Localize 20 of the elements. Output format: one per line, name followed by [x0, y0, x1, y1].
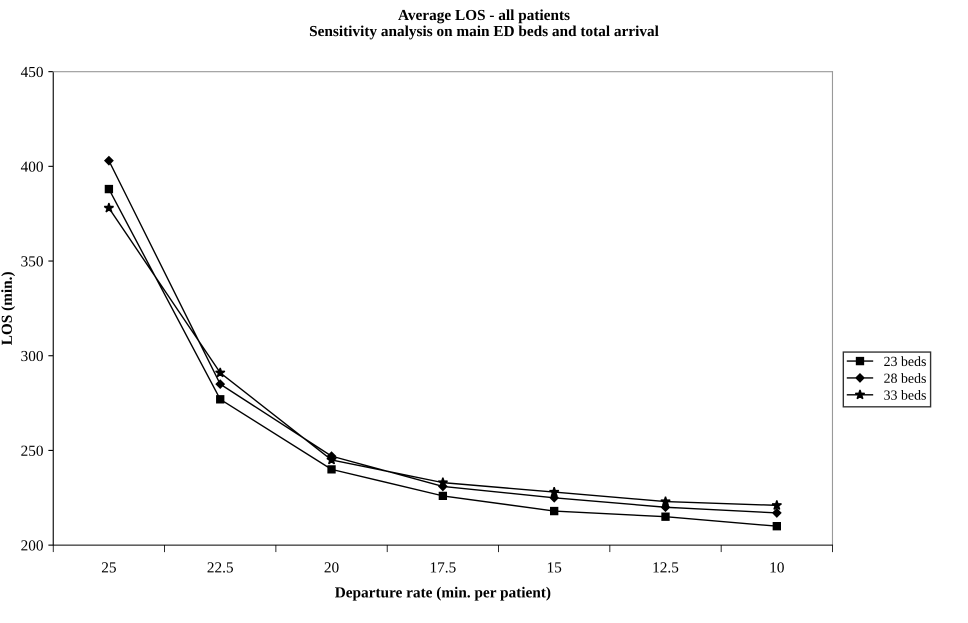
x-tick-label: 15	[548, 562, 562, 573]
x-tick-label: 17.5	[430, 562, 456, 573]
y-tick-label: 300	[21, 350, 43, 362]
y-tick-label: 350	[21, 256, 43, 266]
legend-label: 28 beds	[884, 373, 926, 383]
x-tick-label: 22.5	[208, 562, 233, 573]
x-axis-title: Departure rate (min. per patient)	[335, 586, 550, 601]
y-tick-label: 250	[21, 446, 43, 456]
x-tick-label: 25	[102, 562, 116, 573]
legend-label: 23 beds	[884, 356, 926, 366]
y-tick-label: 400	[20, 161, 43, 172]
y-tick-label: 450	[20, 66, 43, 78]
x-tick-label: 10	[770, 562, 784, 573]
y-axis-title: LOS (min.)	[1, 272, 16, 346]
chart-title: Average LOS - all patients	[398, 9, 570, 24]
x-tick-label: 12.5	[653, 562, 678, 573]
y-tick-label: 200	[21, 540, 43, 551]
x-tick-label: 20	[324, 562, 339, 573]
legend-label: 33 beds	[884, 390, 926, 400]
chart-subtitle: Sensitivity analysis on main ED beds and total arrival	[310, 25, 659, 40]
